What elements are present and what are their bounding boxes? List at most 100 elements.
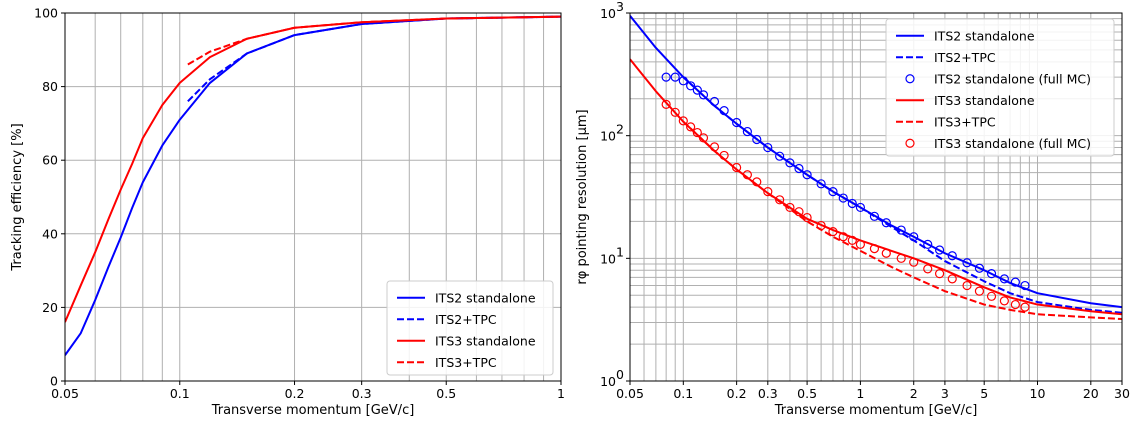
x-tick-label: 0.3 (758, 386, 778, 401)
x-axis-label: Transverse momentum [GeV/c] (774, 403, 978, 418)
legend-item-its3-standalone: ITS3 standalone (397, 333, 536, 348)
y-tick-label: 10 (600, 6, 616, 21)
data-point (752, 177, 762, 187)
x-tick-label: 3 (941, 386, 949, 401)
legend-label: ITS3+TPC (934, 114, 996, 129)
data-point (1020, 280, 1030, 291)
series-group (630, 15, 1122, 321)
x-tick-label: 0.1 (673, 386, 693, 401)
y-tick-exponent: 0 (616, 367, 624, 382)
data-point (962, 258, 972, 268)
legend-item-its2-tpc: ITS2+TPC (397, 312, 497, 327)
data-point (838, 193, 848, 203)
data-point (698, 133, 709, 143)
legend-marker (905, 138, 915, 148)
data-point (1010, 299, 1020, 310)
y-tick-label: 10 (600, 251, 616, 266)
x-tick-label: 30 (1114, 386, 1130, 401)
legend-item-its3-standalone: ITS3 standalone (896, 93, 1035, 108)
data-point (719, 150, 729, 161)
data-point (1010, 277, 1020, 287)
data-point (709, 96, 720, 107)
data-point (838, 232, 848, 242)
x-tick-label: 0.1 (170, 386, 190, 401)
data-point (947, 251, 957, 261)
data-point (934, 245, 945, 255)
legend-label: ITS3+TPC (435, 355, 497, 370)
series-its2-tpc-line (187, 15, 561, 103)
x-axis: 0.05 0.1 0.2 0.3 0.5 1 2 3 5 10 20 30 (616, 381, 1130, 401)
data-point (661, 99, 671, 109)
data-point (752, 134, 762, 145)
data-point (802, 212, 812, 223)
data-point (692, 85, 702, 95)
data-point (775, 151, 785, 161)
series-its3-standalone-line (65, 15, 561, 323)
y-tick-label: 80 (42, 79, 58, 94)
data-point (869, 244, 880, 254)
data-point (794, 163, 804, 174)
data-point (816, 179, 826, 189)
data-point (909, 232, 919, 242)
x-tick-label: 0.5 (797, 386, 817, 401)
y-tick-exponent: 2 (616, 122, 624, 137)
data-point (661, 72, 671, 82)
legend-label: ITS3 standalone (435, 333, 536, 348)
legend-item-its2-standalone-full-mc: ITS2 standalone (full MC) (905, 71, 1091, 86)
x-tick-label: 0.5 (436, 386, 456, 401)
x-tick-label: 1 (856, 386, 864, 401)
legend-item-its3-tpc: ITS3+TPC (896, 114, 996, 129)
series-group (65, 15, 561, 356)
data-point (881, 248, 891, 258)
legend-item-its2-standalone: ITS2 standalone (896, 28, 1035, 43)
legend-label: ITS3 standalone (934, 93, 1035, 108)
legend-label: ITS2 standalone (full MC) (934, 71, 1091, 86)
series-its3-tpc-line (682, 120, 1122, 321)
data-point (816, 220, 826, 231)
legend-box (386, 280, 554, 376)
data-point (847, 235, 857, 246)
y-tick-label: 20 (42, 300, 58, 315)
series-its2-standalone-full-mc (661, 72, 1030, 291)
legend-label: ITS2 standalone (435, 290, 536, 305)
x-tick-label: 20 (1083, 386, 1099, 401)
y-tick-label: 40 (42, 226, 58, 241)
plot-frame (629, 12, 1123, 382)
data-point (974, 263, 985, 273)
series-its3-standalone-full-mc (661, 99, 1030, 312)
y-tick-label: 10 (600, 374, 616, 389)
series-its2-tpc-line (682, 76, 1122, 314)
x-axis-label: Transverse momentum [GeV/c] (211, 403, 415, 418)
efficiency-chart: 0.05 0.1 0.2 0.3 0.5 1 Transverse momentum [Ge… (10, 6, 565, 419)
data-point (670, 107, 680, 117)
data-point (855, 202, 866, 213)
data-point (709, 142, 720, 152)
data-point (896, 253, 906, 263)
data-point (923, 264, 933, 274)
y-tick-label: 0 (50, 374, 58, 389)
data-point (855, 239, 866, 249)
data-point (962, 280, 972, 291)
data-point (847, 198, 857, 209)
data-point (999, 274, 1009, 284)
legend: ITS2 standalone ITS2+TPC ITS2 standalone (… (885, 18, 1115, 157)
legend: ITS2 standalone ITS2+TPC ITS3 standalone IT… (386, 280, 554, 376)
legend-marker (905, 74, 915, 84)
data-point (763, 142, 773, 153)
y-axis-label: Tracking efficiency [%] (10, 123, 25, 271)
data-point (742, 170, 752, 180)
y-axis: 0 20 40 60 80 100 (34, 6, 65, 389)
data-point (698, 90, 709, 100)
data-point (763, 186, 773, 197)
data-point (678, 116, 688, 126)
data-point (923, 239, 933, 249)
x-axis: 0.05 0.1 0.2 0.3 0.5 1 (51, 381, 565, 401)
data-point (775, 195, 785, 205)
data-point (785, 158, 795, 168)
data-point (785, 202, 795, 213)
y-tick-exponent: 3 (616, 0, 624, 14)
data-point (678, 76, 688, 86)
data-point (999, 296, 1009, 306)
